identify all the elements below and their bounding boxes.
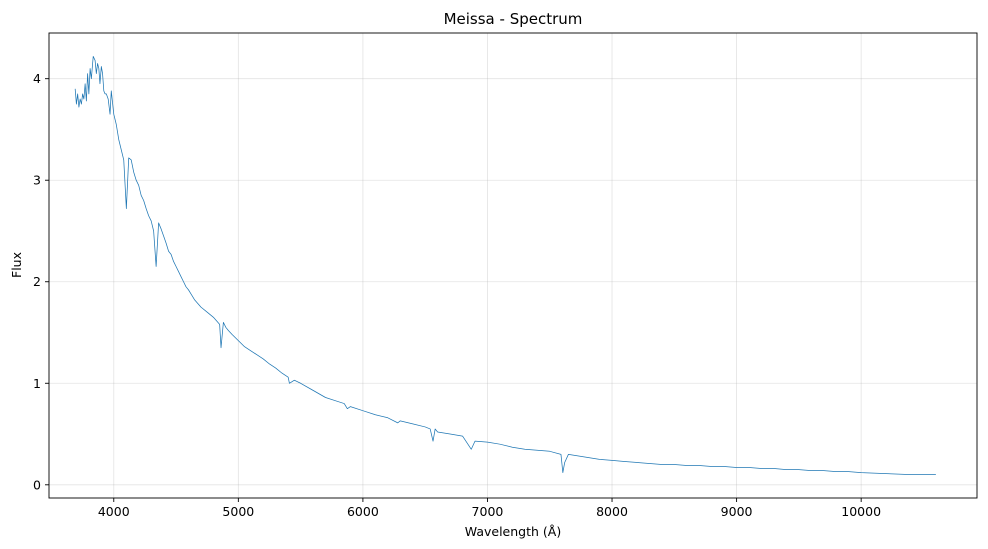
x-axis-ticks: 4000 5000 6000 7000 8000 9000 10000	[98, 498, 881, 519]
y-tick-label: 2	[33, 274, 41, 289]
x-axis-label: Wavelength (Å)	[465, 524, 561, 539]
grid	[49, 33, 977, 498]
y-tick-label: 1	[33, 376, 41, 391]
y-tick-label: 4	[33, 71, 41, 86]
y-axis-label: Flux	[9, 252, 24, 278]
y-axis-ticks: 0 1 2 3 4	[33, 71, 49, 492]
x-tick-label: 9000	[721, 504, 753, 519]
x-tick-label: 5000	[222, 504, 254, 519]
x-tick-label: 8000	[596, 504, 628, 519]
plot-area	[49, 33, 977, 498]
axes-frame	[48, 32, 978, 499]
x-tick-label: 6000	[347, 504, 379, 519]
series-group	[74, 55, 936, 476]
x-tick-label: 7000	[472, 504, 504, 519]
x-tick-label: 4000	[98, 504, 130, 519]
chart-title: Meissa - Spectrum	[444, 10, 583, 28]
spectrum-line	[74, 55, 936, 476]
y-tick-label: 0	[33, 477, 41, 492]
x-tick-label: 10000	[841, 504, 881, 519]
y-tick-label: 3	[33, 173, 41, 188]
